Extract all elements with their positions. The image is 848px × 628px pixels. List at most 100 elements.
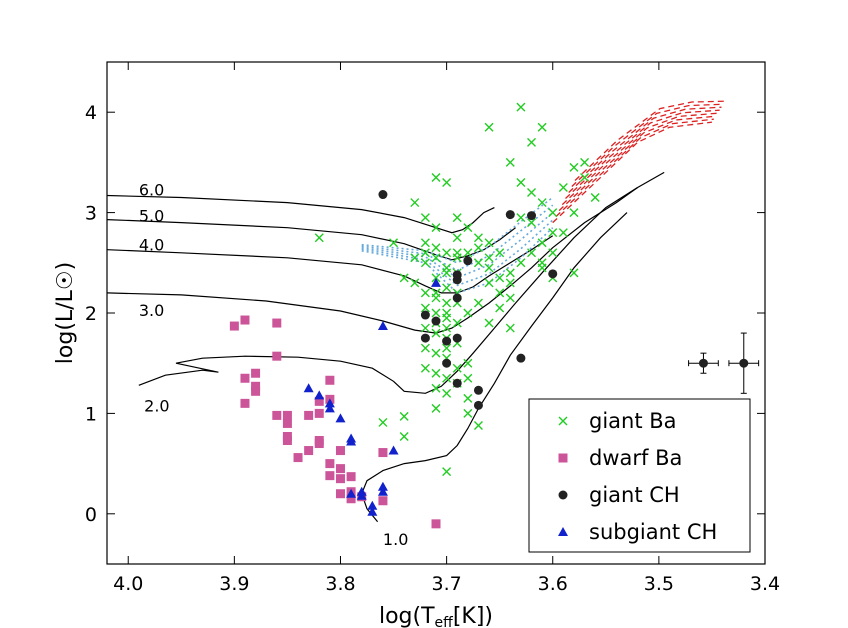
giant-ba-point — [420, 303, 430, 313]
track-line-4.0 — [107, 235, 554, 294]
giant-ba-point — [420, 213, 430, 223]
giant-ba-point — [463, 248, 473, 258]
giant-ba-point — [442, 298, 452, 308]
track-labels: 6.0 5.0 4.0 3.0 2.0 1.0 — [139, 181, 409, 549]
agb-model-curve — [561, 112, 718, 206]
giant-ba-point — [537, 122, 547, 132]
giant-ba-point — [442, 248, 452, 258]
legend-marker-triangle — [558, 527, 568, 536]
x-axis-label: log(Teff[K]) — [379, 604, 493, 628]
giant-ba-point — [505, 293, 515, 303]
giant-ba-point — [516, 177, 526, 187]
dwarf-ba-point — [251, 381, 261, 391]
giant-ba-point — [420, 323, 430, 333]
x-axis-label-main: log(T — [379, 604, 435, 628]
giant-ba-point — [463, 373, 473, 383]
giant-ba-point — [527, 248, 537, 258]
subgiant-ch-point — [324, 398, 335, 408]
giant-ch-point — [548, 269, 558, 279]
giant-ba-point — [484, 278, 494, 288]
legend-label: giant Ba — [589, 409, 677, 433]
x-tick-label: 3.7 — [432, 573, 462, 595]
legend-label: dwarf Ba — [589, 446, 682, 470]
x-tick-label: 3.6 — [538, 573, 568, 595]
giant-ba-point — [569, 208, 579, 218]
giant-ba-point — [378, 417, 388, 427]
giant-ba-point — [399, 273, 409, 283]
giant-ba-point — [484, 253, 494, 263]
giant-ch-point — [505, 210, 515, 220]
dwarf-ba-point — [325, 471, 335, 481]
giant-ba-point — [452, 318, 462, 328]
giant-ba-point — [431, 328, 441, 338]
giant-ba-point — [420, 258, 430, 268]
dwarf-ba-point — [314, 396, 324, 406]
giant-ba-point — [548, 208, 558, 218]
dwarf-ba-point — [378, 496, 388, 506]
agb-model-curve — [571, 103, 724, 187]
subgiant-ch-point — [377, 486, 388, 496]
x-tick-label: 3.8 — [325, 573, 355, 595]
dwarf-ba-point — [229, 321, 239, 331]
giant-ba-point — [442, 283, 452, 293]
x-tick-label: 3.9 — [219, 573, 249, 595]
dwarf-ba-point — [304, 410, 314, 420]
giant-ba-point — [442, 268, 452, 278]
subgiant-ch-point — [388, 445, 399, 455]
legend-entry: giant Ba — [558, 409, 677, 433]
giant-ba-point — [442, 388, 452, 398]
giant-ba-point — [569, 268, 579, 278]
legend-marker-circle — [558, 490, 568, 500]
giant-ba-point — [505, 157, 515, 167]
dwarf-ba-point — [346, 472, 356, 482]
dwarf-ba-point — [335, 446, 345, 456]
model-dots — [361, 100, 726, 294]
y-tick-label: 1 — [85, 403, 97, 425]
giant-ch-point — [452, 378, 462, 388]
giant-ba-point — [495, 248, 505, 258]
subgiant-ch-point — [335, 413, 346, 423]
giant-ch-point — [431, 316, 441, 326]
giant-ba-point — [484, 318, 494, 328]
model-dot-curve — [361, 196, 554, 264]
subgiant-ch-point — [346, 488, 357, 498]
y-tick-label: 4 — [85, 102, 97, 124]
track-label: 6.0 — [139, 181, 164, 200]
giant-ba-point — [473, 243, 483, 253]
subgiant-ch-point — [377, 481, 388, 491]
giant-ba-point — [442, 467, 452, 477]
track-label: 2.0 — [144, 396, 169, 415]
giant-ba-point — [537, 198, 547, 208]
giant-ch-point — [452, 333, 462, 343]
giant-ba-point — [399, 431, 409, 441]
y-axis-label: log(L/L☉) — [53, 262, 78, 364]
giant-ba-point — [431, 223, 441, 233]
giant-ba-point — [431, 273, 441, 283]
giant-ba-point — [452, 213, 462, 223]
legend-marker-square — [558, 453, 568, 463]
subgiant-ch-point — [324, 403, 335, 413]
subgiant-ch-point — [367, 506, 378, 516]
x-axis-ticks: 4.0 3.9 3.8 3.7 3.6 3.5 3.4 — [113, 62, 780, 595]
giant-ba-point — [548, 248, 558, 258]
dwarf-ba-point — [431, 519, 441, 529]
giant-ba-point — [420, 363, 430, 373]
giant-ba-point — [473, 298, 483, 308]
dwarf-ba-point — [346, 494, 356, 504]
dwarf-ba-point — [335, 474, 345, 484]
giant-ba-point — [442, 308, 452, 318]
legend-label: giant CH — [589, 483, 680, 507]
giant-ba-point — [431, 172, 441, 182]
giant-ba-point — [580, 172, 590, 182]
legend-label: subgiant CH — [589, 520, 717, 544]
giant-ba-point — [558, 228, 568, 238]
giant-ch-point — [527, 211, 537, 221]
giant-ba-point — [505, 278, 515, 288]
giant-ba-point — [463, 393, 473, 403]
giant-ch-point — [452, 293, 462, 303]
giant-ba-point — [442, 343, 452, 353]
agb-model-curve — [565, 109, 720, 199]
giant-ba-point — [442, 373, 452, 383]
subgiant-ch-point — [356, 486, 367, 496]
giant-ch-point — [442, 336, 452, 346]
